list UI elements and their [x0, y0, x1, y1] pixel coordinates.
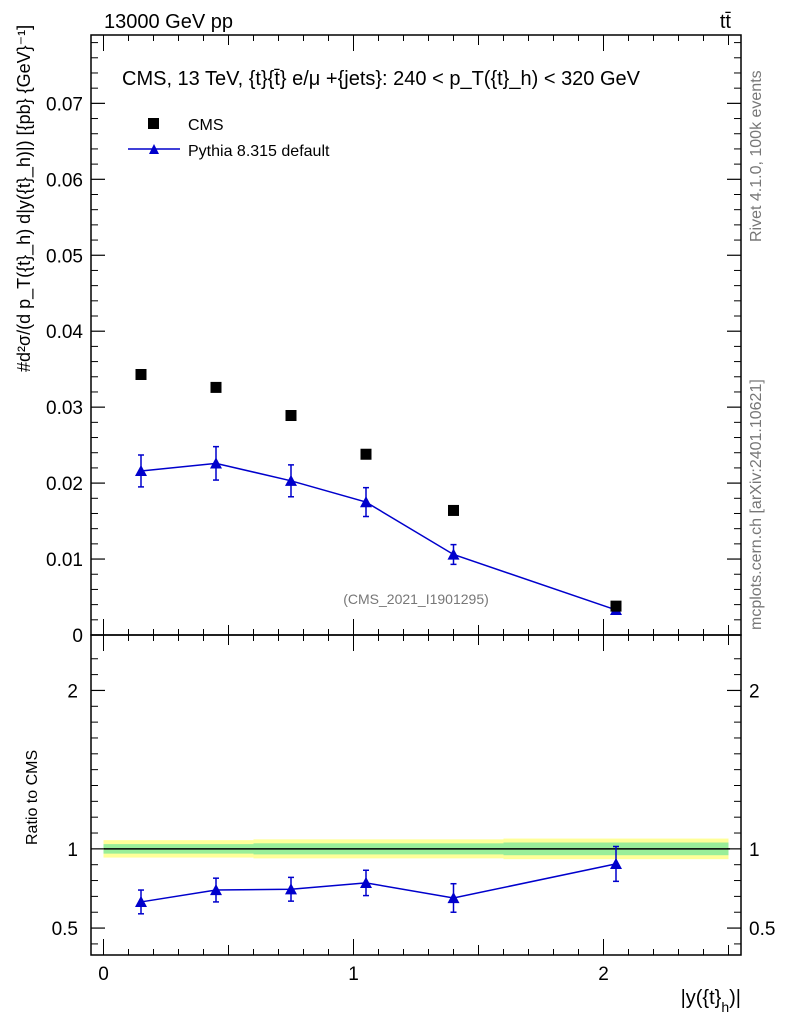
x-axis-label-main: |y({t}	[681, 987, 722, 1009]
main-ytick-label: 0.04	[46, 322, 83, 343]
pythia-point	[210, 457, 222, 469]
x-axis-label-sub: h	[721, 999, 729, 1015]
cms-point	[360, 448, 372, 460]
cms-point	[610, 600, 622, 612]
main-ytick-label: 0.07	[46, 94, 83, 115]
ratio-pythia-line	[140, 863, 617, 903]
header-left: 13000 GeV pp	[104, 11, 233, 33]
pythia-point	[447, 548, 460, 560]
ratio-frame	[90, 634, 742, 956]
ratio-pythia-point	[210, 884, 222, 896]
ratio-xtick-label: 0	[98, 964, 109, 985]
rivet-label: Rivet 4.1.0, 100k events	[748, 70, 765, 242]
ratio-pythia-point	[610, 857, 622, 870]
main-ytick-label: 0.06	[46, 170, 83, 191]
ratio-ytick-label-right: 2	[749, 681, 760, 702]
legend-cms-marker	[148, 118, 159, 129]
ratio-pythia-point	[285, 883, 297, 895]
x-axis-label-close: )|	[729, 987, 741, 1009]
ratio-xtick-label: 2	[598, 964, 609, 985]
main-title: CMS, 13 TeV, {t}{t̄} e/μ +{jets}: 240 < …	[122, 68, 641, 90]
cms-point	[285, 410, 297, 422]
ratio-ylabel: Ratio to CMS	[24, 750, 41, 845]
ratio-pythia-point	[135, 895, 147, 908]
x-axis-label: |y({t}h)|	[681, 987, 741, 1015]
ratio-ytick-label-left: 0.5	[52, 919, 78, 940]
main-ytick-label: 0.01	[46, 550, 83, 571]
pythia-point	[360, 496, 372, 508]
main-panel: 0 0.01 0.02 0.03 0.04 0.05 0.06 0.07 CMS, 13 Te…	[14, 25, 742, 647]
cms-point	[448, 504, 459, 516]
ratio-ytick-label-left: 2	[67, 681, 78, 702]
mcplots-label: mcplots.cern.ch [arXiv:2401.10621]	[748, 379, 765, 630]
ratio-ytick-label-right: 0.5	[749, 919, 775, 940]
ratio-pythia-point	[447, 891, 460, 904]
ratio-ytick-label-left: 1	[67, 840, 78, 861]
ratio-pythia-point	[360, 876, 372, 889]
pythia-point	[135, 464, 147, 477]
pythia-point	[285, 474, 297, 486]
cms-point	[135, 368, 147, 380]
main-ytick-label: 0.03	[46, 398, 83, 419]
main-ytick-label: 0.05	[46, 246, 83, 267]
ratio-panel: 0.5 0.5 1 1 2 2 0 1 2 Ratio to CMS	[24, 634, 775, 985]
cms-point	[210, 381, 222, 393]
analysis-watermark: (CMS_2021_I1901295)	[343, 591, 489, 607]
header-right: tt̄	[720, 11, 732, 33]
ratio-xtick-label: 1	[348, 964, 359, 985]
main-ytick-label: 0	[72, 626, 83, 647]
legend-cms-label: CMS	[188, 117, 224, 134]
ratio-ytick-label-right: 1	[749, 840, 760, 861]
main-ytick-label: 0.02	[46, 474, 83, 495]
main-ylabel: #d²σ/(d p_T({t}_h) d|y({t}_h)|) [{pb} {G…	[14, 25, 35, 372]
legend-pythia-marker	[149, 144, 159, 154]
legend-pythia-label: Pythia 8.315 default	[188, 143, 330, 160]
pythia-line	[140, 462, 617, 611]
